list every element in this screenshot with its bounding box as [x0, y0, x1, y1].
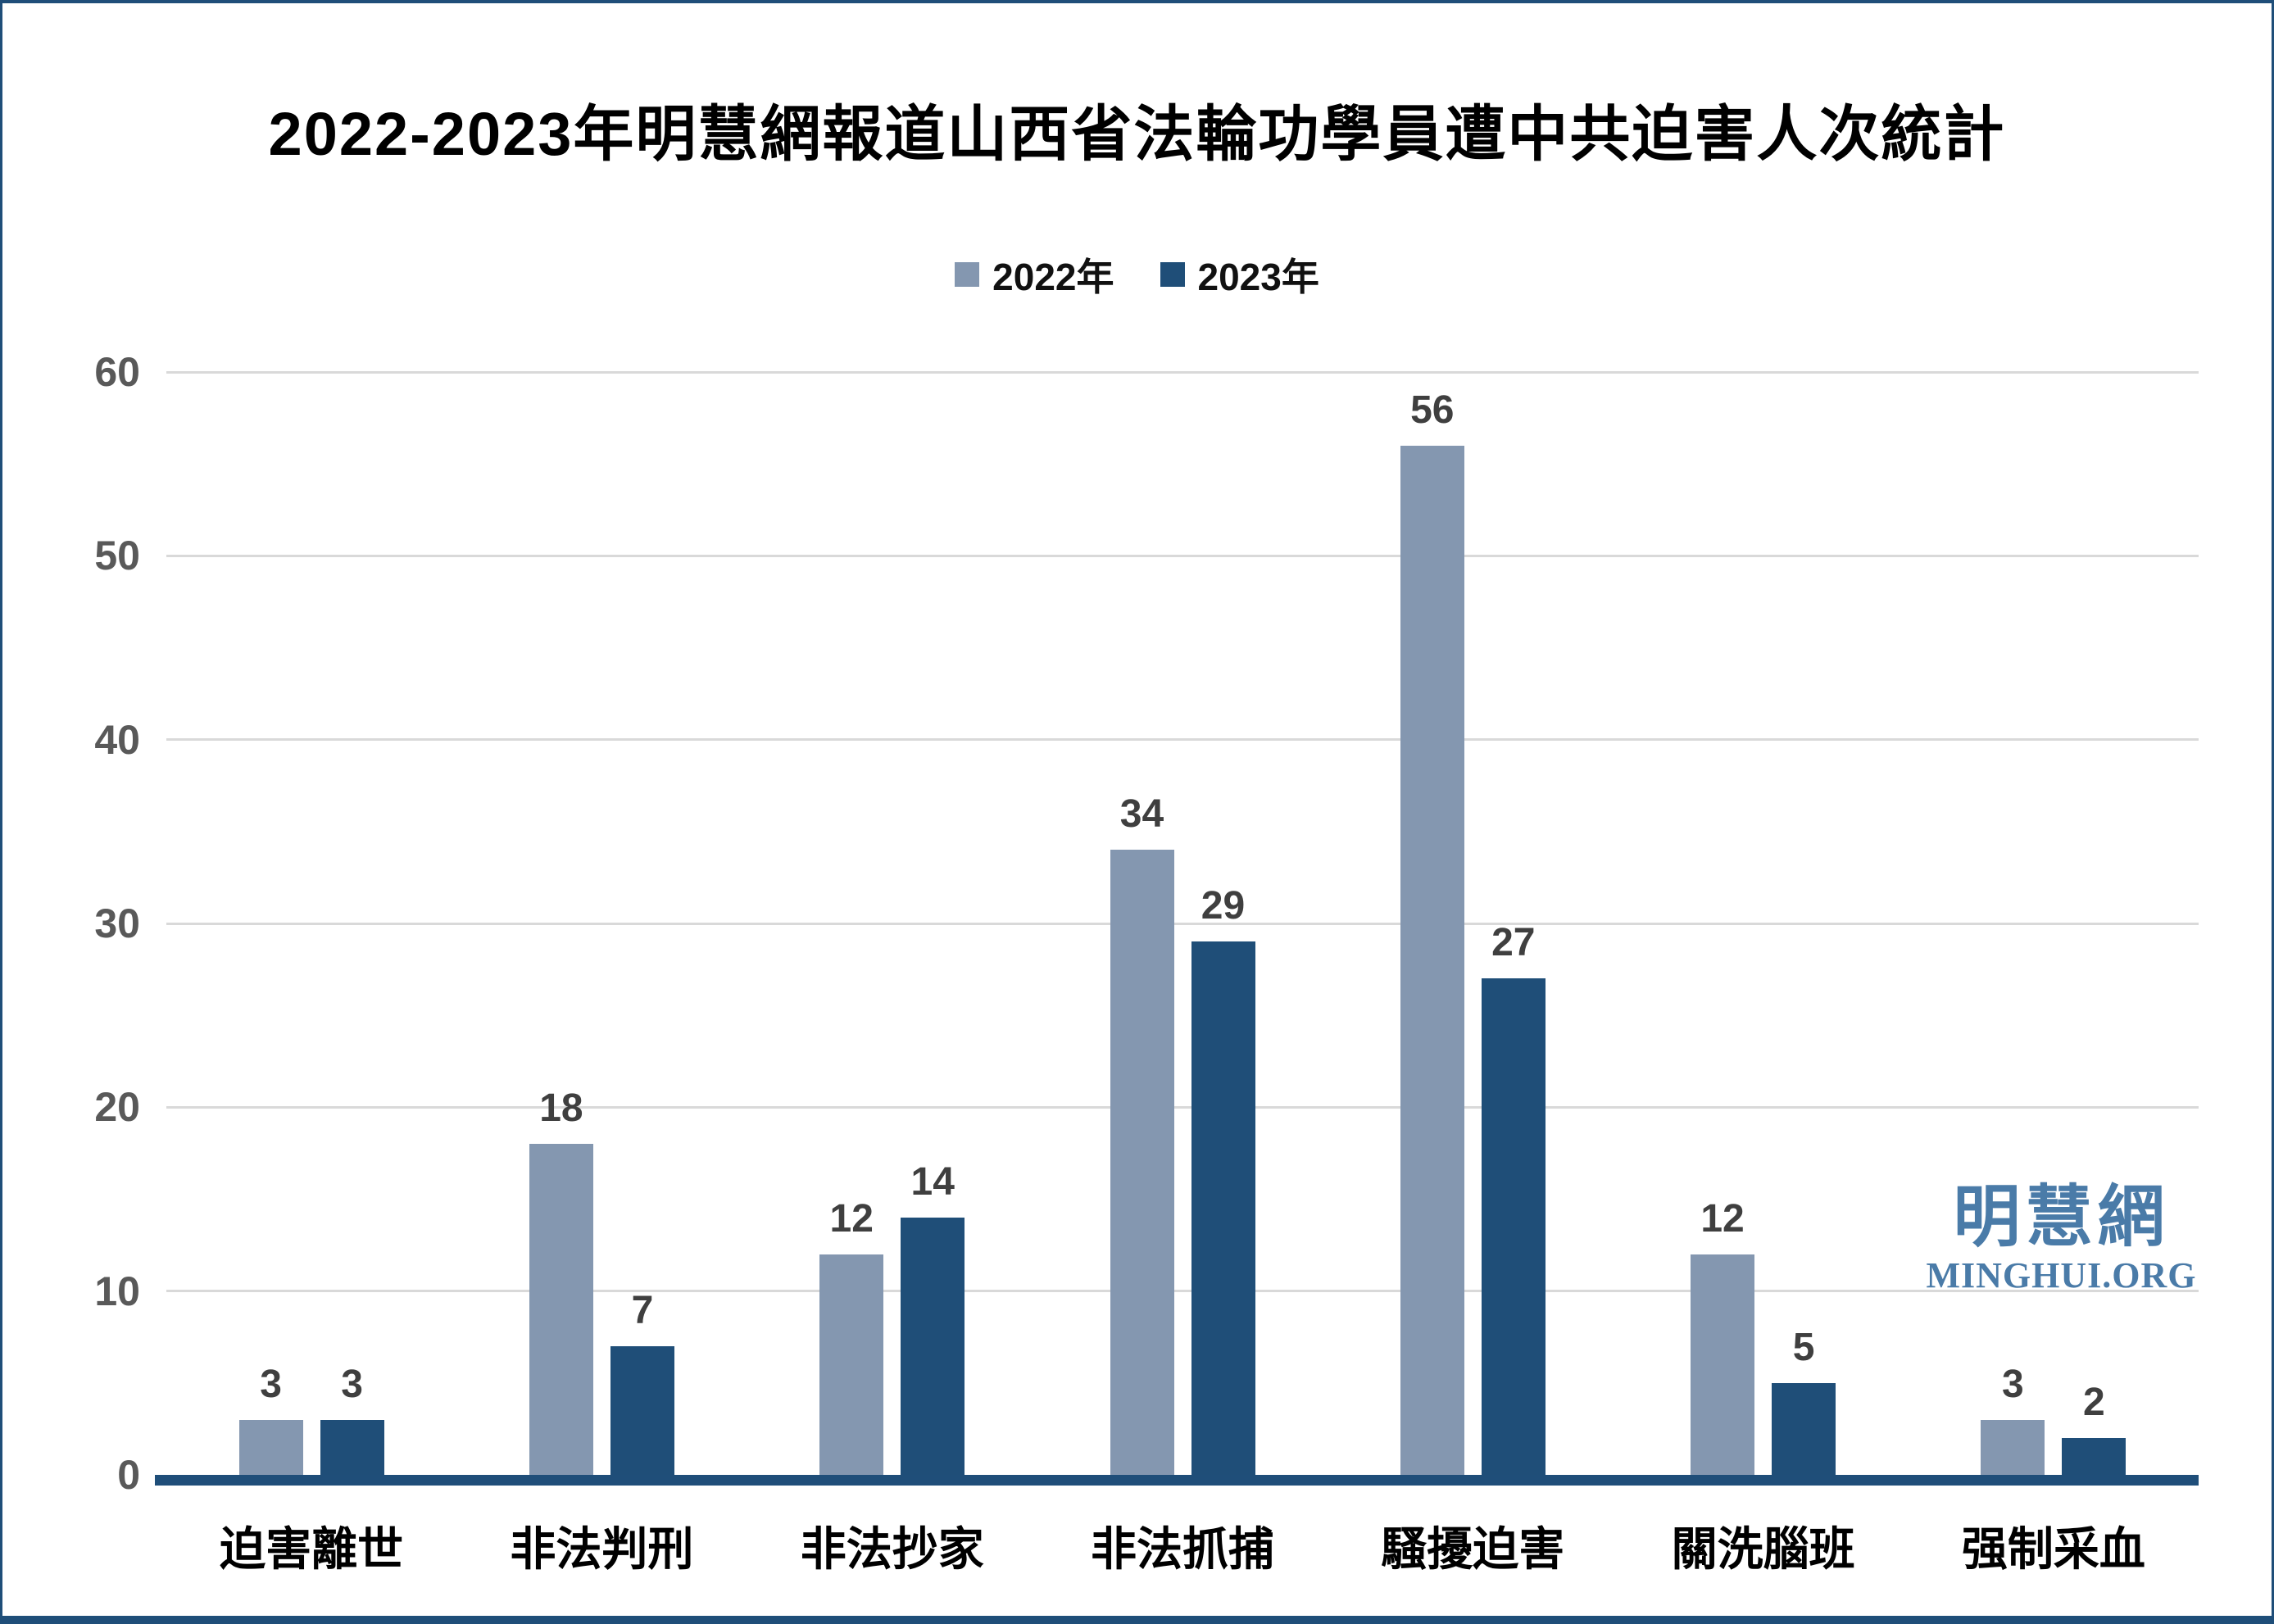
bar-2022年-騷擾迫害 — [1400, 445, 1464, 1475]
legend: 2022年 2023年 — [2, 247, 2272, 302]
bar-2023年-迫害離世 — [320, 1419, 384, 1475]
value-label-2023年-騷擾迫害: 27 — [1491, 921, 1536, 965]
y-tick-label-30: 30 — [94, 900, 140, 946]
bar-2022年-非法判刑 — [529, 1144, 593, 1475]
gridline-y-30 — [166, 922, 2199, 925]
bar-2022年-强制采血 — [1981, 1419, 2045, 1475]
y-tick-label-40: 40 — [94, 716, 140, 763]
value-label-2022年-强制采血: 3 — [2001, 1362, 2024, 1406]
value-label-2022年-非法抓捕: 34 — [1119, 792, 1164, 837]
y-tick-label-10: 10 — [94, 1268, 140, 1314]
value-label-2022年-關洗腦班: 12 — [1700, 1196, 1745, 1241]
gridline-y-10 — [166, 1290, 2199, 1293]
watermark: 明慧網 MINGHUI.ORG — [1920, 1180, 2203, 1296]
y-tick-label-0: 0 — [117, 1452, 140, 1498]
legend-label-2023: 2023年 — [1197, 256, 1319, 298]
y-tick-label-50: 50 — [94, 533, 140, 579]
y-tick-label-20: 20 — [94, 1084, 140, 1131]
value-label-2023年-迫害離世: 3 — [341, 1362, 363, 1406]
value-label-2022年-非法抄家: 12 — [829, 1196, 874, 1241]
bar-2023年-騷擾迫害 — [1481, 978, 1546, 1475]
value-label-2022年-迫害離世: 3 — [260, 1362, 282, 1406]
value-label-2023年-非法抓捕: 29 — [1201, 884, 1246, 928]
bar-2022年-非法抄家 — [819, 1254, 884, 1475]
legend-swatch-2022-icon — [955, 262, 980, 287]
category-label-非法抓捕: 非法抓捕 — [1091, 1523, 1274, 1575]
category-label-騷擾迫害: 騷擾迫害 — [1381, 1523, 1565, 1575]
legend-label-2022: 2022年 — [992, 256, 1114, 298]
bar-2023年-關洗腦班 — [1772, 1382, 1836, 1475]
legend-swatch-2023-icon — [1160, 262, 1185, 287]
x-axis-line — [155, 1475, 2199, 1486]
category-label-迫害離世: 迫害離世 — [220, 1523, 404, 1575]
y-axis-tick-labels: 0 10 20 30 40 50 60 — [2, 349, 140, 1498]
value-label-2023年-强制采血: 2 — [2082, 1381, 2105, 1425]
category-label-强制采血: 强制采血 — [1961, 1523, 2145, 1575]
value-label-2023年-非法抄家: 14 — [910, 1159, 955, 1204]
watermark-site-name: 明慧網 — [1953, 1180, 2170, 1254]
bar-2023年-非法判刑 — [610, 1345, 674, 1475]
bar-2022年-非法抓捕 — [1110, 850, 1174, 1475]
y-tick-label-60: 60 — [94, 349, 140, 395]
gridline-y-50 — [166, 554, 2199, 557]
category-label-非法判刑: 非法判刑 — [510, 1523, 694, 1575]
bar-2023年-非法抓捕 — [1191, 941, 1255, 1475]
category-label-關洗腦班: 關洗腦班 — [1671, 1523, 1855, 1575]
value-label-2022年-非法判刑: 18 — [539, 1086, 583, 1131]
value-label-2023年-非法判刑: 7 — [631, 1288, 654, 1332]
watermark-domain: MINGHUI.ORG — [1926, 1255, 2197, 1295]
legend-item-2023: 2023年 — [1160, 247, 1319, 302]
category-label-非法抄家: 非法抄家 — [800, 1523, 984, 1575]
bar-2022年-關洗腦班 — [1691, 1254, 1755, 1475]
x-axis-category-labels: 迫害離世 非法判刑 非法抄家 非法抓捕 騷擾迫害 關洗腦班 强制采血 — [166, 1513, 2199, 1595]
gridline-y-20 — [166, 1105, 2199, 1109]
bar-2023年-强制采血 — [2062, 1438, 2126, 1475]
plot-area: 3 3 18 7 12 14 34 29 56 27 12 5 3 2 — [155, 370, 2199, 1486]
gridline-y-60 — [166, 370, 2199, 374]
bar-2022年-迫害離世 — [238, 1419, 303, 1475]
value-label-2023年-關洗腦班: 5 — [1792, 1325, 1815, 1369]
gridline-y-40 — [166, 738, 2199, 742]
bar-2023年-非法抄家 — [901, 1217, 965, 1475]
legend-item-2022: 2022年 — [955, 247, 1114, 302]
chart-title: 2022-2023年明慧網報道山西省法輪功學員遭中共迫害人次統計 — [268, 100, 2006, 168]
value-label-2022年-騷擾迫害: 56 — [1410, 388, 1455, 432]
